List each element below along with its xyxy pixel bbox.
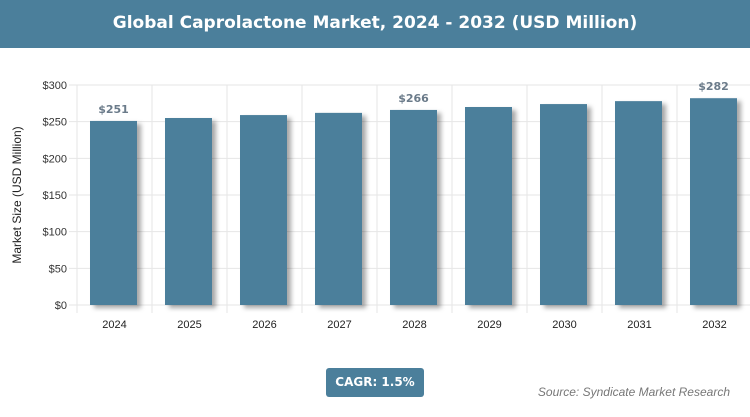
x-tick-label: 2029 xyxy=(477,319,501,331)
bar-chart: $0 $50 $100 $150 $200 $250 $300 2024 $251 2025 202… xyxy=(10,80,750,331)
bar-2032 xyxy=(690,98,737,305)
cagr-badge: CAGR: 1.5% xyxy=(326,368,424,397)
x-tick-label: 2024 xyxy=(102,319,126,331)
x-tick-label: 2026 xyxy=(252,319,276,331)
chart-title: Global Caprolactone Market, 2024 - 2032 … xyxy=(0,0,750,48)
bar-2030 xyxy=(540,104,587,305)
bar-2029 xyxy=(465,107,512,305)
bar-2031 xyxy=(615,101,662,305)
x-tick-label: 2032 xyxy=(702,319,726,331)
bar-2025 xyxy=(165,118,212,305)
y-tick-label: $0 xyxy=(55,300,67,312)
x-tick-label: 2027 xyxy=(327,319,351,331)
x-tick-label: 2030 xyxy=(552,319,576,331)
x-tick-label: 2031 xyxy=(627,319,651,331)
bar-2028 xyxy=(390,109,437,305)
x-tick-label: 2028 xyxy=(402,319,426,331)
y-tick-label: $300 xyxy=(43,80,67,92)
bar-2024 xyxy=(90,120,137,305)
y-tick-label: $250 xyxy=(43,117,67,129)
y-tick-label: $50 xyxy=(49,263,67,275)
data-label: $282 xyxy=(698,80,729,93)
bar-2026 xyxy=(240,115,287,305)
data-label: $251 xyxy=(98,103,129,116)
y-tick-label: $150 xyxy=(43,190,67,202)
data-label: $266 xyxy=(398,92,429,105)
y-tick-label: $100 xyxy=(43,227,67,239)
y-tick-label: $200 xyxy=(43,153,67,165)
bar-2027 xyxy=(315,112,362,305)
source-note: Source: Syndicate Market Research xyxy=(537,385,730,399)
y-axis-label: Market Size (USD Million) xyxy=(10,126,24,263)
x-tick-label: 2025 xyxy=(177,319,201,331)
